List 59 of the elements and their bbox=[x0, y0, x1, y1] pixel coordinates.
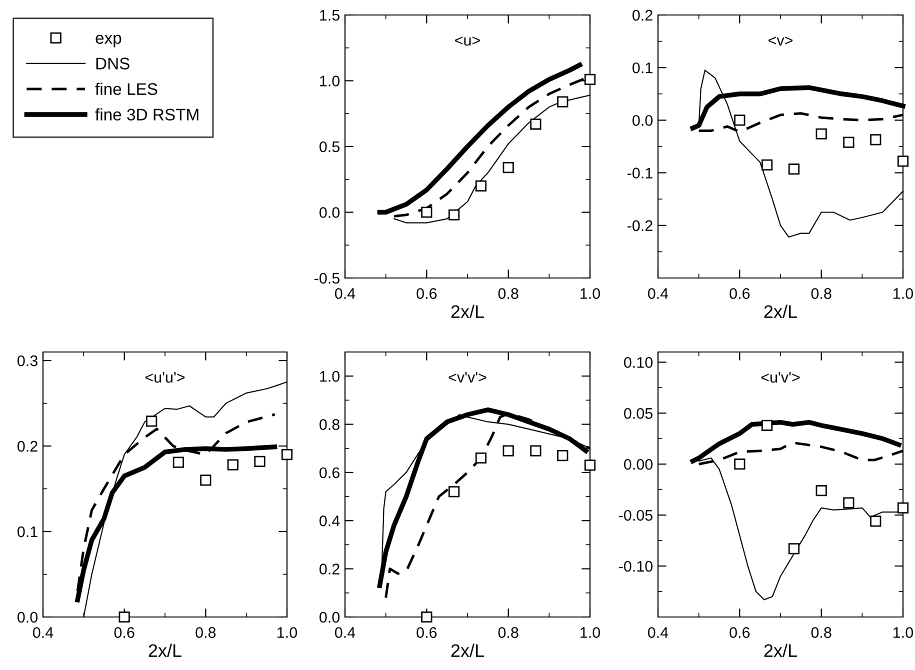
x-tick-label: 1.0 bbox=[894, 627, 914, 638]
y-tick-label: -0.05 bbox=[619, 510, 652, 521]
text: <u'u'> bbox=[145, 372, 185, 383]
x-tick-label: 1.0 bbox=[278, 627, 298, 638]
y-tick-label: -0.10 bbox=[619, 560, 653, 572]
y-tick-label: 0.5 bbox=[320, 141, 340, 152]
text: <u> bbox=[455, 36, 480, 46]
x-axis-title: 2x/L bbox=[764, 644, 797, 658]
y-tick-label: 0.1 bbox=[632, 62, 652, 74]
x-tick-label: 0.4 bbox=[334, 627, 356, 638]
x-tick-label: 0.6 bbox=[730, 288, 750, 299]
y-tick-label: 0.0 bbox=[632, 115, 653, 126]
y-tick-label: 1.0 bbox=[320, 76, 340, 86]
y-tick-label: 0.10 bbox=[624, 357, 653, 368]
y-tick-label: 0.2 bbox=[18, 440, 38, 452]
y-tick-label: 0.0 bbox=[320, 612, 340, 623]
x-tick-label: 0.8 bbox=[811, 288, 832, 299]
legend-label: fine LES bbox=[95, 82, 158, 95]
text: <v'v'> bbox=[448, 372, 486, 383]
y-tick-label: 0.0 bbox=[320, 207, 340, 218]
x-tick-label: 0.4 bbox=[648, 288, 668, 299]
x-tick-label: 0.4 bbox=[648, 627, 668, 638]
x-tick-label: 1.0 bbox=[894, 288, 914, 299]
x-tick-label: 1.0 bbox=[580, 288, 600, 299]
y-tick-label: 0.1 bbox=[18, 526, 38, 538]
x-tick-label: 0.6 bbox=[416, 288, 437, 299]
y-tick-label: -0.2 bbox=[627, 220, 652, 232]
x-tick-label: 0.4 bbox=[334, 288, 356, 299]
x-axis-title: 2x/L bbox=[451, 304, 484, 318]
x-tick-label: 0.6 bbox=[114, 627, 134, 638]
x-tick-label: 0.8 bbox=[196, 627, 216, 638]
x-tick-label: 0.4 bbox=[32, 627, 54, 638]
text: <u'v'> bbox=[761, 372, 800, 383]
y-tick-label: -0.5 bbox=[314, 272, 340, 284]
legend-label: fine 3D RSTM bbox=[95, 108, 198, 121]
x-tick-label: 0.6 bbox=[416, 627, 437, 638]
y-tick-label: 0.2 bbox=[320, 564, 340, 575]
x-tick-label: 0.6 bbox=[730, 627, 750, 638]
y-tick-label: 0.0 bbox=[18, 612, 38, 623]
y-tick-label: 0.4 bbox=[320, 516, 340, 526]
text: <v> bbox=[768, 36, 792, 46]
y-tick-label: 0.3 bbox=[18, 355, 38, 366]
legend-label: DNS bbox=[96, 58, 130, 70]
y-tick-label: 1.5 bbox=[320, 10, 340, 21]
x-tick-label: 1.0 bbox=[580, 627, 600, 638]
y-tick-label: 0.8 bbox=[320, 419, 340, 430]
x-axis-title: 2x/L bbox=[451, 644, 484, 658]
y-tick-label: 0.2 bbox=[632, 10, 652, 21]
y-tick-label: 1.0 bbox=[320, 370, 340, 382]
y-tick-label: 0.05 bbox=[624, 408, 652, 419]
x-tick-label: 0.8 bbox=[811, 627, 832, 638]
y-tick-label: 0.6 bbox=[320, 467, 340, 478]
x-tick-label: 0.8 bbox=[498, 288, 518, 299]
legend-label: exp bbox=[96, 34, 122, 48]
y-tick-label: -0.1 bbox=[627, 168, 652, 178]
x-axis-title: 2x/L bbox=[764, 304, 797, 318]
x-tick-label: 0.8 bbox=[498, 627, 518, 638]
x-axis-title: 2x/L bbox=[148, 644, 182, 658]
y-tick-label: 0.00 bbox=[624, 458, 653, 470]
